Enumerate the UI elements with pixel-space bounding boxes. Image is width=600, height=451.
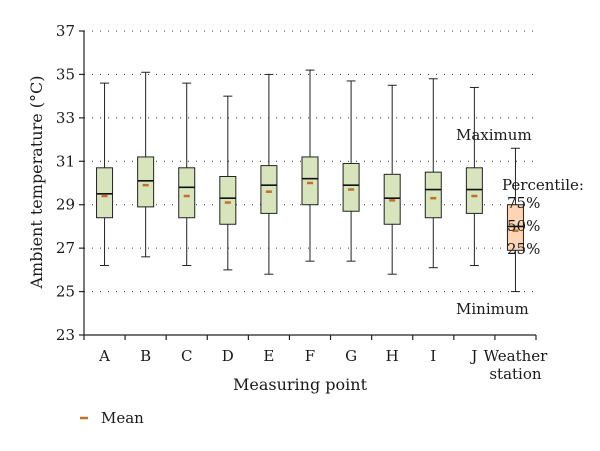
x-tick-label-j: J — [469, 347, 477, 365]
y-axis-title: Ambient temperature (°C) — [27, 75, 46, 289]
grid-lines — [84, 30, 536, 293]
y-tick-label-35: 35 — [56, 65, 75, 83]
annotation-maximum: Maximum — [456, 126, 532, 144]
iqr-box-c — [178, 167, 196, 219]
box-g — [342, 80, 360, 262]
iqr-box-d — [219, 175, 237, 225]
box-d — [219, 95, 237, 271]
x-tick-label-i: I — [430, 347, 436, 365]
legend-mean-label: Mean — [101, 409, 144, 427]
iqr-box-f — [301, 156, 319, 206]
annotation-25: 25% — [507, 240, 540, 258]
y-tick-label-23: 23 — [56, 326, 75, 344]
annotation-percentile: Percentile: — [502, 176, 584, 194]
tick-labels: 23 25 27 29 31 33 35 37 A B C D E F G H I J Weather station — [56, 22, 548, 383]
box-a — [96, 82, 114, 267]
annotation-minimum: Minimum — [456, 300, 529, 318]
y-tick-label-33: 33 — [56, 109, 75, 127]
box-f — [301, 69, 319, 262]
x-tick-label-line-1: station — [489, 365, 542, 383]
x-tick-label-h: H — [386, 347, 399, 365]
legend: Mean — [80, 409, 144, 427]
annotation-50: 50% — [507, 217, 540, 235]
y-tick-label-37: 37 — [56, 22, 75, 40]
iqr-box-a — [96, 167, 114, 219]
y-tick-label-31: 31 — [56, 152, 75, 170]
y-tick-label-29: 29 — [56, 196, 75, 214]
x-tick-label-weather-station: Weather station — [484, 347, 549, 383]
box-c — [178, 82, 196, 267]
x-tick-label-b: B — [140, 347, 151, 365]
box-series — [96, 69, 524, 293]
box-h — [383, 84, 401, 275]
iqr-box-j — [465, 167, 483, 214]
box-b — [137, 71, 155, 258]
y-tick-label-25: 25 — [56, 283, 75, 301]
x-tick-label-f: F — [305, 347, 315, 365]
axes — [79, 30, 537, 340]
x-tick-label-a: A — [98, 347, 110, 365]
box-j — [465, 86, 483, 267]
box-e — [260, 73, 278, 275]
x-tick-label-line-0: Weather — [484, 347, 549, 365]
iqr-box-e — [260, 165, 278, 214]
x-tick-label-e: E — [263, 347, 274, 365]
annotation-75: 75% — [507, 194, 540, 212]
x-tick-label-d: D — [222, 347, 234, 365]
box-i — [424, 78, 442, 269]
box-weather-station — [506, 147, 524, 293]
iqr-box-weather-station — [506, 204, 524, 251]
iqr-box-b — [137, 156, 155, 208]
iqr-box-g — [342, 162, 360, 212]
x-axis-title: Measuring point — [233, 375, 368, 394]
x-tick-label-c: C — [181, 347, 192, 365]
y-tick-label-27: 27 — [56, 239, 75, 257]
x-tick-label-g: G — [345, 347, 357, 365]
iqr-box-i — [424, 171, 442, 219]
